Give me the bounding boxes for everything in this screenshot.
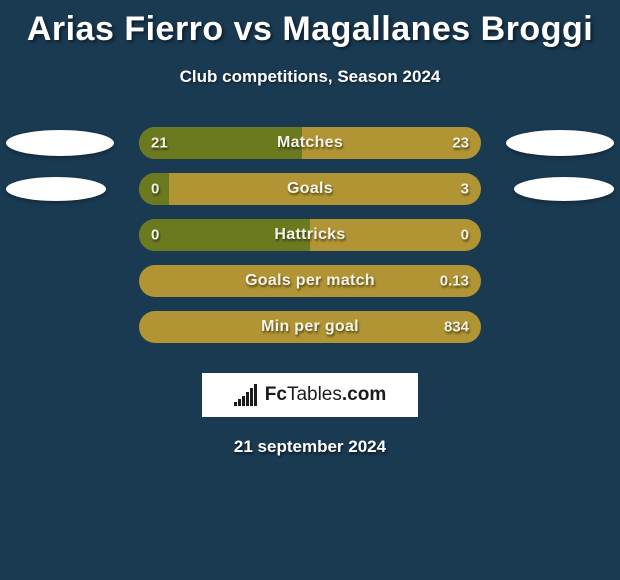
subtitle: Club competitions, Season 2024	[0, 67, 620, 87]
stat-value-right: 0	[461, 227, 469, 244]
logo-text-suffix: .com	[342, 384, 386, 405]
stat-bar: Goals per match0.13	[139, 265, 481, 297]
stat-value-right: 23	[452, 135, 469, 152]
logo-text-light: Tables	[287, 384, 342, 405]
stat-label: Goals per match	[139, 272, 481, 290]
stat-row: Goals0 3	[0, 173, 620, 205]
stat-row: Hattricks0 0	[0, 219, 620, 251]
player-ellipse-right	[506, 130, 614, 156]
stat-bar: Min per goal834	[139, 311, 481, 343]
stat-value-left: 0	[151, 181, 159, 198]
stat-row: Goals per match0.13	[0, 265, 620, 297]
stat-bar: Goals0 3	[139, 173, 481, 205]
stat-bar: Hattricks0 0	[139, 219, 481, 251]
stat-label: Matches	[139, 134, 481, 152]
stat-label: Hattricks	[139, 226, 481, 244]
logo-text-bold: Fc	[265, 384, 287, 405]
stat-value-left: 21	[151, 135, 168, 152]
date-label: 21 september 2024	[0, 437, 620, 457]
stat-value-left: 0	[151, 227, 159, 244]
comparison-rows: Matches2123Goals03Hattricks00Goals per m…	[0, 127, 620, 343]
stat-row: Min per goal834	[0, 311, 620, 343]
logo-text: FcTables.com	[265, 384, 386, 406]
stat-label: Goals	[139, 180, 481, 198]
stat-bar: Matches21 23	[139, 127, 481, 159]
logo-bars-icon	[234, 384, 257, 406]
player-ellipse-left	[6, 177, 106, 201]
stat-row: Matches21 23	[0, 127, 620, 159]
stat-value-right: 834	[444, 319, 469, 336]
player-ellipse-right	[514, 177, 614, 201]
page-title: Arias Fierro vs Magallanes Broggi	[0, 0, 620, 49]
fctables-logo: FcTables.com	[202, 373, 418, 417]
player-ellipse-left	[6, 130, 114, 156]
stat-value-right: 0.13	[440, 273, 469, 290]
stat-label: Min per goal	[139, 318, 481, 336]
stat-value-right: 3	[461, 181, 469, 198]
